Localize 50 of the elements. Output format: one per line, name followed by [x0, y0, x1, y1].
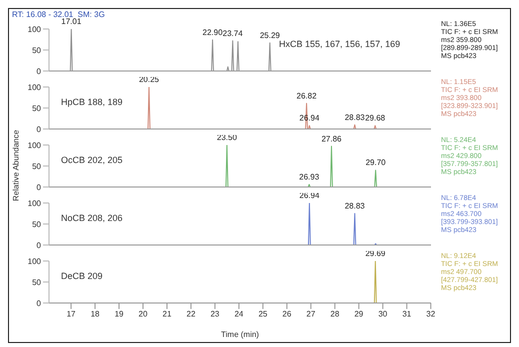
y-tick-label: 50: [32, 278, 42, 287]
annotation: 27.86: [321, 134, 342, 144]
annotation: HxCB 155, 167, 156, 157, 169: [279, 39, 400, 49]
y-tick-label: 100: [28, 256, 42, 266]
y-tick-label: 100: [28, 140, 42, 150]
annotation: HpCB 188, 189: [61, 97, 123, 107]
y-tick-label: 0: [36, 240, 42, 250]
annotation: 28.83: [344, 112, 366, 122]
x-tick-label: 18: [90, 310, 100, 319]
x-tick-label: 29: [354, 310, 364, 319]
y-tick-label: 50: [32, 46, 42, 55]
annotation: 17.01: [61, 17, 82, 26]
chart-title: RT: 16.08 - 32.01 SM: 3G: [12, 10, 105, 19]
x-tick-label: 22: [186, 310, 196, 319]
y-tick-label: 0: [36, 182, 42, 192]
annotation: NoCB 208, 206: [61, 213, 123, 223]
x-tick-label: 17: [66, 310, 76, 319]
y-tick-label: 100: [28, 24, 42, 34]
x-tick-label: 32: [426, 310, 436, 319]
annotation: 22.90: [202, 28, 224, 37]
y-tick-label: 50: [32, 220, 42, 229]
y-tick-label: 50: [32, 104, 42, 113]
x-tick-label: 25: [258, 310, 268, 319]
annotation: 29.70: [366, 158, 386, 168]
x-tick-label: 26: [282, 310, 292, 319]
x-tick-label: 23: [210, 310, 220, 319]
x-axis-title: Time (min): [221, 330, 260, 339]
y-tick-label: 0: [36, 66, 42, 76]
annotation: 26.93: [299, 172, 320, 182]
y-tick-label: 0: [36, 124, 42, 134]
annotation: 25.29: [260, 30, 280, 40]
annotation: 26.82: [296, 91, 318, 100]
x-tick-label: 24: [234, 310, 244, 319]
annotation: OcCB 202, 205: [61, 155, 123, 165]
x-tick-label: 30: [378, 310, 388, 319]
annotation: 29.68: [365, 114, 386, 123]
annotation: 28.83: [344, 202, 366, 210]
x-tick-label: 27: [306, 310, 316, 319]
x-tick-label: 21: [162, 310, 172, 319]
y-axis-title: Relative Abundance: [12, 128, 20, 204]
y-tick-label: 50: [32, 162, 42, 171]
y-tick-label: 0: [36, 298, 42, 308]
annotation: DeCB 209: [61, 271, 103, 281]
x-tick-label: 19: [114, 310, 124, 319]
x-tick-label: 28: [330, 310, 340, 319]
x-tick-label: 20: [138, 310, 148, 319]
annotation: 23.74: [222, 28, 244, 38]
x-tick-label: 31: [402, 310, 412, 319]
y-tick-label: 100: [28, 82, 42, 92]
y-tick-label: 100: [28, 198, 42, 208]
